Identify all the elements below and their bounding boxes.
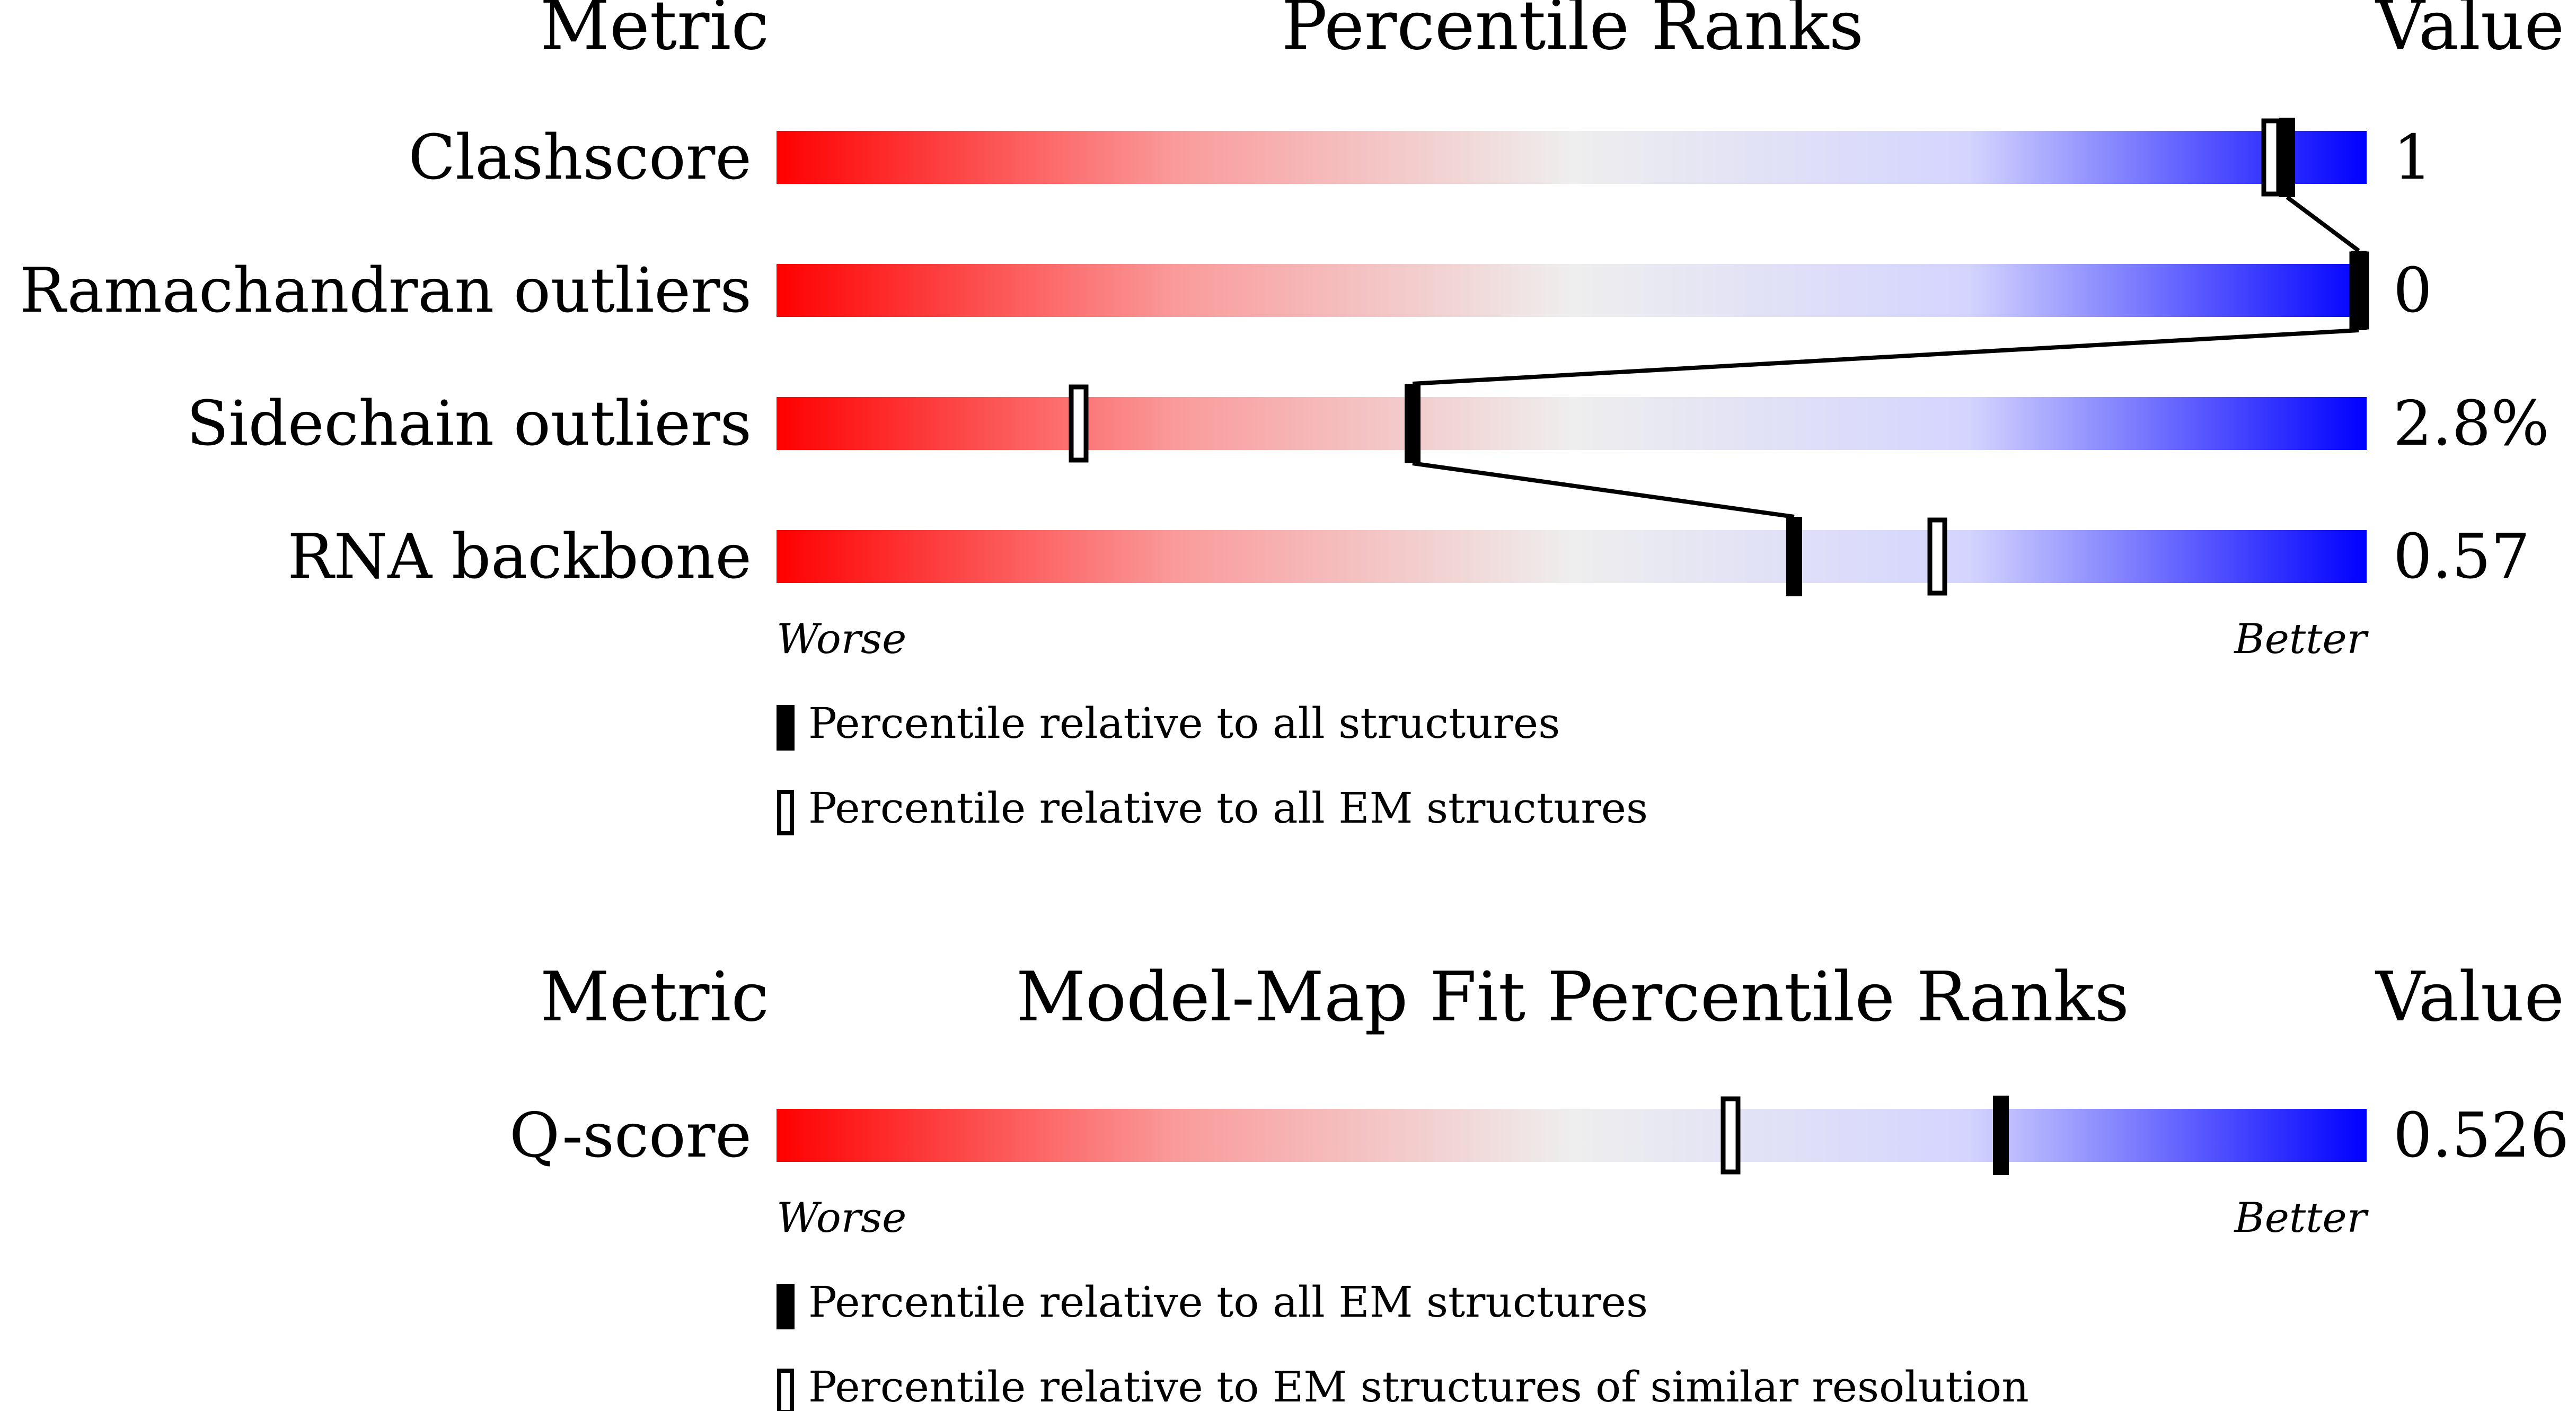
percentile-marker-open [1721, 1096, 1741, 1175]
chart-title: Percentile Ranks [1282, 0, 1864, 65]
connector-line [1412, 328, 2359, 386]
percentile-marker-filled [2279, 118, 2295, 197]
value-header: Value [2375, 0, 2564, 65]
percentile-marker-open [2261, 118, 2281, 197]
legend-label: Percentile relative to EM structures of … [808, 1362, 2029, 1411]
metric-header: Metric [540, 958, 769, 1037]
axis-label-worse: Worse [777, 615, 906, 663]
metric-value: 0 [2393, 255, 2432, 327]
percentile-bar [777, 530, 2367, 583]
percentile-bar [777, 1109, 2367, 1162]
connector-line [2286, 195, 2360, 253]
percentile-bar [777, 397, 2367, 450]
value-header: Value [2375, 958, 2564, 1037]
percentile-marker-filled [2351, 251, 2367, 330]
percentile-marker-open [1927, 517, 1947, 596]
connector-line [1412, 461, 1795, 519]
legend-swatch-open [777, 790, 794, 835]
metric-value: 1 [2393, 122, 2432, 193]
metric-label: Clashscore [408, 122, 752, 193]
metric-label: Sidechain outliers [187, 388, 752, 460]
metric-label: RNA backbone [287, 521, 752, 593]
legend-swatch-filled [777, 1284, 795, 1329]
legend-label: Percentile relative to all EM structures [808, 1277, 1648, 1327]
axis-label-better: Better [2233, 1194, 2369, 1242]
legend-swatch-filled [777, 705, 795, 751]
percentile-bar [777, 131, 2367, 184]
legend-label: Percentile relative to all structures [808, 699, 1560, 748]
percentile-marker-open [1069, 384, 1089, 463]
metric-value: 2.8% [2393, 388, 2549, 460]
percentile-bar [777, 264, 2367, 317]
metric-label: Ramachandran outliers [20, 255, 752, 327]
legend-swatch-open [777, 1369, 794, 1411]
metric-header: Metric [540, 0, 769, 65]
metric-value: 0.526 [2393, 1100, 2569, 1171]
percentile-marker-filled [1405, 384, 1421, 463]
axis-label-worse: Worse [777, 1194, 906, 1242]
percentile-marker-filled [1993, 1096, 2009, 1175]
percentile-marker-filled [1786, 517, 1802, 596]
chart-title: Model-Map Fit Percentile Ranks [1016, 958, 2129, 1037]
axis-label-better: Better [2233, 615, 2369, 663]
metric-value: 0.57 [2393, 521, 2530, 593]
legend-label: Percentile relative to all EM structures [808, 783, 1648, 833]
metric-label: Q-score [509, 1100, 752, 1171]
